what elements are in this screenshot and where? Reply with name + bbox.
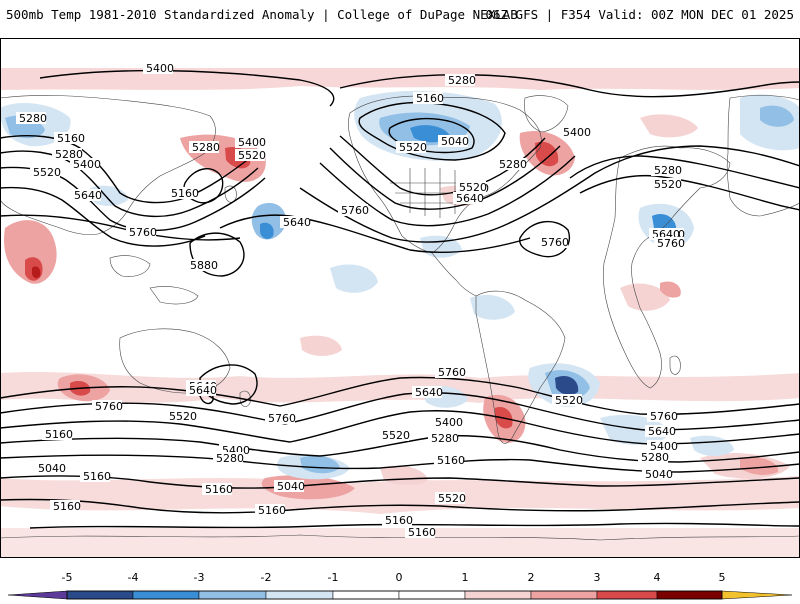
contour-label: 5160 bbox=[416, 92, 444, 105]
contour-label: 5760 bbox=[657, 237, 685, 250]
contour-label: 5880 bbox=[190, 259, 218, 272]
contour-label: 5760 bbox=[129, 226, 157, 239]
colorbar-swatch-neg1 bbox=[265, 590, 334, 600]
contour-label: 5160 bbox=[385, 514, 413, 527]
colorbar-tick-label: 4 bbox=[654, 571, 661, 584]
contour-label: 5520 bbox=[238, 149, 266, 162]
contour-label: 5160 bbox=[57, 132, 85, 145]
colorbar-tick-label: 2 bbox=[528, 571, 535, 584]
colorbar-tick-label: 5 bbox=[719, 571, 726, 584]
colorbar-swatch-neg4 bbox=[66, 590, 134, 600]
contour-label: 5400 bbox=[435, 416, 463, 429]
contour-label: 5520 bbox=[169, 410, 197, 423]
contour-label: 5640 bbox=[456, 192, 484, 205]
contour-label: 5160 bbox=[53, 500, 81, 513]
contour-label: 5040 bbox=[38, 462, 66, 475]
contour-label: 5760 bbox=[438, 366, 466, 379]
contour-label: 5520 bbox=[399, 141, 427, 154]
contour-label: 5400 bbox=[238, 136, 266, 149]
contour-labels: 5400 5280 5160 5040 5280 5400 5520 5160 … bbox=[16, 62, 685, 539]
contour-label: 5400 bbox=[73, 158, 101, 171]
contour-label: 5040 bbox=[441, 135, 469, 148]
contour-label: 5280 bbox=[192, 141, 220, 154]
contour-label: 5520 bbox=[33, 166, 61, 179]
colorbar-swatches bbox=[7, 590, 793, 600]
map-title: 500mb Temp 1981-2010 Standardized Anomal… bbox=[6, 7, 518, 22]
contour-label: 5400 bbox=[146, 62, 174, 75]
colorbar-swatch-pos4 bbox=[656, 590, 723, 600]
colorbar-tick-label: -3 bbox=[194, 571, 205, 584]
contour-label: 5280 bbox=[431, 432, 459, 445]
colorbar-outline bbox=[66, 590, 723, 600]
contour-label: 5040 bbox=[645, 468, 673, 481]
contour-label: 5520 bbox=[382, 429, 410, 442]
colorbar-tick-label: -4 bbox=[128, 571, 139, 584]
contour-label: 5760 bbox=[541, 236, 569, 249]
colorbar-tick-label: 1 bbox=[462, 571, 469, 584]
contour-label: 5640 bbox=[74, 189, 102, 202]
colorbar-swatch-neg3 bbox=[132, 590, 200, 600]
contour-label: 5160 bbox=[258, 504, 286, 517]
contour-label: 5280 bbox=[654, 164, 682, 177]
contour-label: 5280 bbox=[19, 112, 47, 125]
contour-label: 5520 bbox=[459, 181, 487, 194]
contour-label: 5760 bbox=[268, 412, 296, 425]
contour-label: 5040 bbox=[277, 480, 305, 493]
contour-label: 5520 bbox=[654, 178, 682, 191]
contour-label: 5160 bbox=[408, 526, 436, 539]
colorbar-swatch-neg2 bbox=[198, 590, 267, 600]
colorbar-end-low bbox=[7, 590, 68, 600]
contour-label: 5160 bbox=[171, 187, 199, 200]
contour-label: 5160 bbox=[83, 470, 111, 483]
contour-label: 5280 bbox=[641, 451, 669, 464]
colorbar: -5 -4 -3 -2 -1 0 1 2 3 4 5 bbox=[0, 568, 800, 600]
colorbar-swatch-zero-pos bbox=[398, 590, 466, 600]
contour-label: 5400 bbox=[563, 126, 591, 139]
anomaly-map: 5400 5280 5160 5040 5280 5400 5520 5160 … bbox=[0, 38, 800, 558]
colorbar-swatch-zero-neg bbox=[332, 590, 400, 600]
contour-label: 5640 bbox=[283, 216, 311, 229]
contour-label: 5400 bbox=[650, 440, 678, 453]
contour-label: 5520 bbox=[438, 492, 466, 505]
colorbar-tick-label: -2 bbox=[261, 571, 272, 584]
contour-label: 5760 bbox=[650, 410, 678, 423]
contour-label: 5280 bbox=[216, 452, 244, 465]
colorbar-tick-label: 0 bbox=[396, 571, 403, 584]
colorbar-swatch-pos3 bbox=[596, 590, 658, 600]
map-header: 500mb Temp 1981-2010 Standardized Anomal… bbox=[0, 0, 800, 30]
contour-label: 5160 bbox=[45, 428, 73, 441]
colorbar-tick-label: 3 bbox=[594, 571, 601, 584]
colorbar-tick-label: -1 bbox=[328, 571, 339, 584]
colorbar-tick-label: -5 bbox=[62, 571, 73, 584]
contour-label: 5160 bbox=[437, 454, 465, 467]
contour-label: 5640 bbox=[648, 425, 676, 438]
contour-label: 5280 bbox=[55, 148, 83, 161]
contour-label: 5640 bbox=[189, 384, 217, 397]
contour-label: 5640 bbox=[415, 386, 443, 399]
run-info: 06Z GFS | F354 Valid: 00Z MON DEC 01 202… bbox=[485, 7, 794, 22]
colorbar-svg: -5 -4 -3 -2 -1 0 1 2 3 4 5 bbox=[7, 571, 793, 600]
map-panel: 5400 5280 5160 5040 5280 5400 5520 5160 … bbox=[0, 38, 800, 558]
colorbar-swatch-pos1 bbox=[464, 590, 532, 600]
contour-label: 5760 bbox=[95, 400, 123, 413]
colorbar-swatch-pos2 bbox=[530, 590, 598, 600]
contour-label: 5160 bbox=[205, 483, 233, 496]
contour-label: 5280 bbox=[448, 74, 476, 87]
colorbar-ticks: -5 -4 -3 -2 -1 0 1 2 3 4 5 bbox=[62, 571, 726, 584]
colorbar-end-high bbox=[721, 590, 793, 600]
contour-label: 5760 bbox=[341, 204, 369, 217]
contour-label: 5520 bbox=[555, 394, 583, 407]
contour-label: 5280 bbox=[499, 158, 527, 171]
